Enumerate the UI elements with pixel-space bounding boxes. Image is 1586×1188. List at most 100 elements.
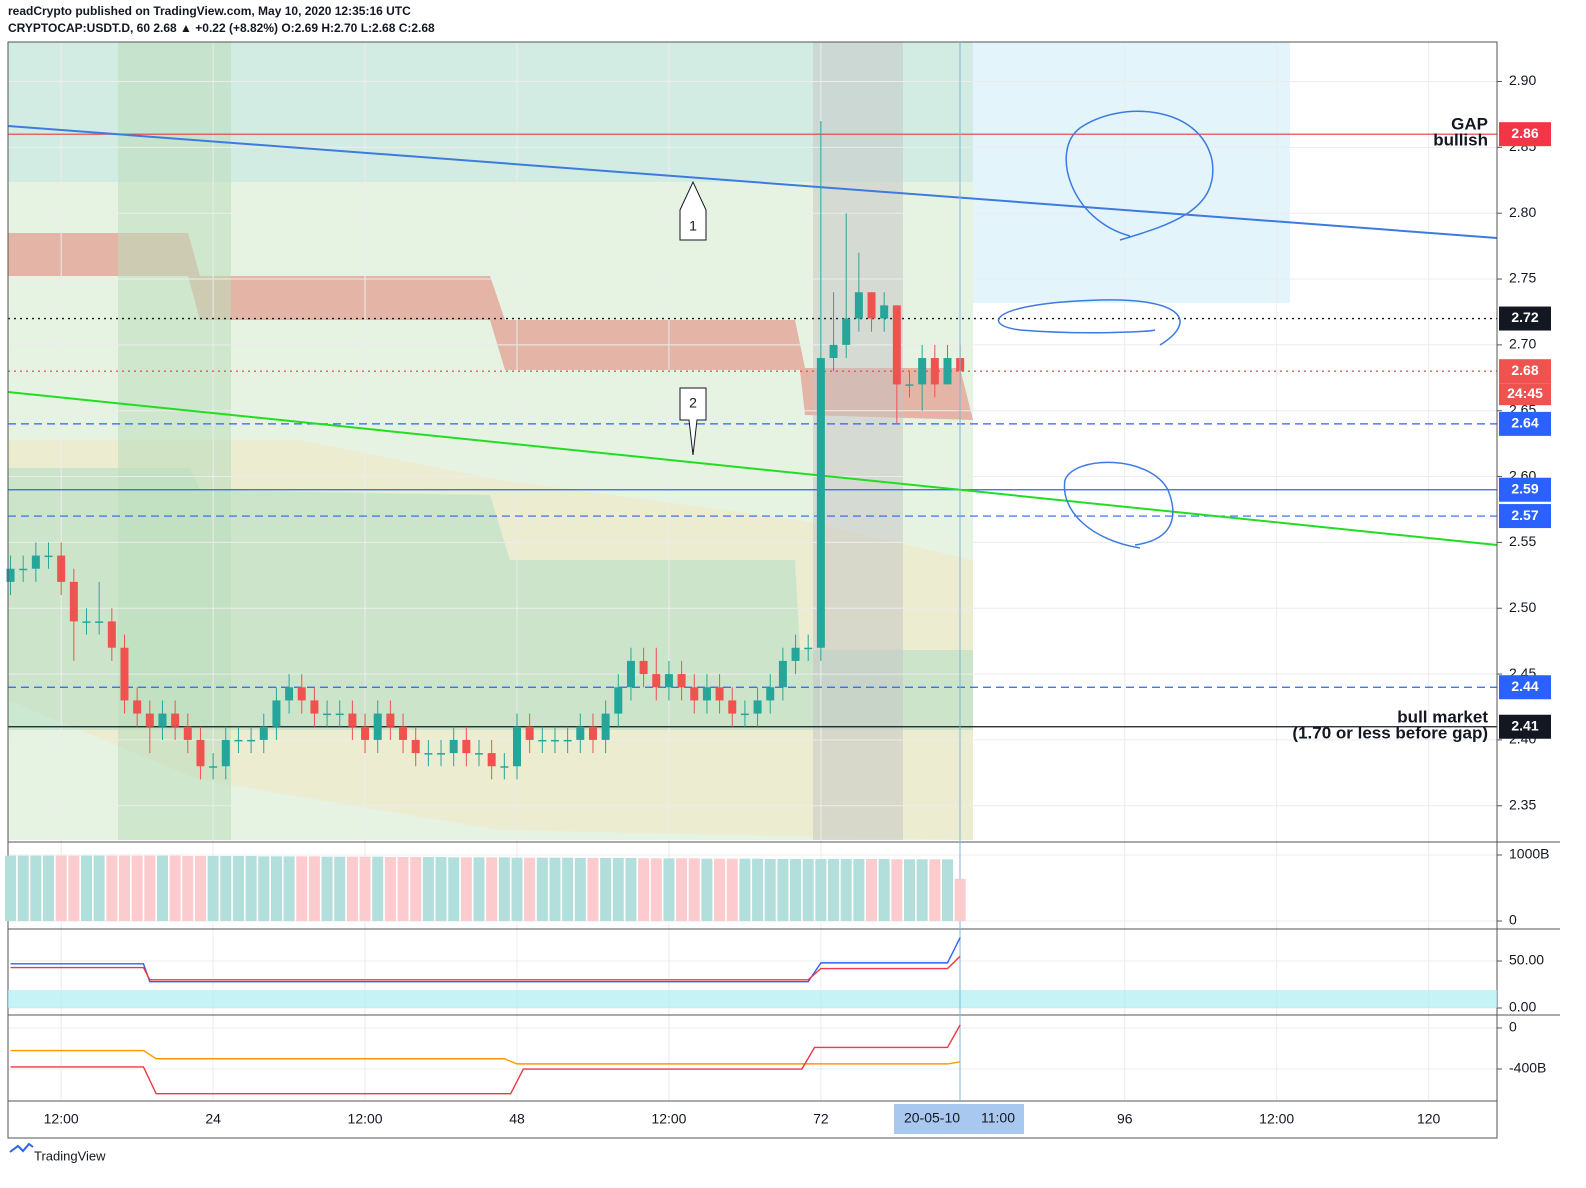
candle-body [525,726,534,740]
candle-body [221,739,230,767]
volume-bar [638,858,650,922]
candle-body [297,687,306,701]
level-label-bg [1499,675,1551,700]
y-tick-label: 2.55 [1509,533,1536,549]
candle-body [209,766,218,768]
candle-body [120,647,129,701]
volume-bar [663,858,675,922]
candle-body [804,647,813,650]
volume-bar [232,856,244,922]
volume-bar [118,855,130,922]
volume-bar [802,858,814,922]
candle-body [323,713,332,716]
volume-bar [296,856,308,922]
volume-bar [853,858,865,922]
level-label: 2.68 [1511,362,1538,378]
volume-bar [587,857,599,922]
cloud [973,42,1290,303]
volume-bar [524,857,536,922]
candle-body [702,687,711,701]
level-label: 2.72 [1511,309,1538,325]
candle-body [677,674,686,688]
cloud [8,233,973,420]
level-label-bg [1499,477,1551,502]
drawing [1065,110,1214,241]
annotation: GAP [1451,114,1488,133]
x-tick-label: 72 [813,1111,829,1127]
candle-body [82,621,91,623]
candle-body [816,358,825,648]
volume-bar [321,856,333,922]
candle-body [171,713,180,727]
candle-body [778,660,787,688]
volume-bar [43,855,55,922]
indicator-line [10,955,961,981]
candle-body [918,358,927,385]
volume-bar [68,855,80,922]
annotation: bull market [1397,707,1488,726]
candle-body [424,753,433,755]
volume-bar [220,856,232,922]
volume-bar [270,856,282,922]
cursor-box [894,1104,1024,1134]
volume-bar [460,857,472,922]
volume-bar [536,857,548,922]
volume-bar [764,858,776,922]
callout-label: 2 [689,395,697,411]
countdown-bg [1499,383,1551,406]
candle-body [538,739,547,742]
candle-body [234,739,243,742]
candle-body [854,292,863,319]
level-label-bg [1499,504,1551,529]
indicator-line [10,1049,961,1065]
y-tick-label: 50.00 [1509,952,1544,968]
volume-bar [941,859,953,922]
volume-bar [904,859,916,922]
y-tick-label: 2.50 [1509,599,1536,615]
indicator-line [10,1024,961,1095]
candle-body [310,700,319,714]
candle-body [652,674,661,688]
candle-body [715,687,724,701]
volume-bar [828,858,840,922]
volume-bar [308,856,320,922]
volume-bar [916,859,928,922]
volume-bar [790,858,802,922]
callout [679,387,707,456]
level-label: 2.57 [1511,507,1538,523]
volume-bar [473,857,485,922]
candles [6,121,965,780]
candle-body [867,292,876,319]
candle-body [892,305,901,385]
candle-body [44,555,53,558]
y-tick-label: 2.75 [1509,270,1536,286]
annotation: bullish [1433,130,1488,149]
cursor-date: 20-05-10 [904,1110,960,1126]
candle-body [740,713,749,716]
volume-bar [625,857,637,922]
candle-body [626,660,635,688]
level-label: 2.44 [1511,678,1538,694]
level-label: 2.41 [1511,717,1538,733]
countdown: 24:45 [1507,385,1543,401]
candle-body [601,713,610,740]
candle-body [386,713,395,727]
volume-bar [574,857,586,922]
volume-bar [840,858,852,922]
volume-bar [156,855,168,922]
volume-bar [55,855,67,922]
volume-bar [372,856,384,922]
volume-bar [334,856,346,922]
volume-bar [435,856,447,922]
candle-body [563,739,572,742]
y-tick-label: 0 [1509,912,1517,928]
candle-body [550,739,559,742]
candle-body [728,700,737,714]
y-tick-label: 0.00 [1509,999,1536,1015]
candle-body [259,726,268,740]
y-tick-label: 2.35 [1509,796,1536,812]
volume-bar [30,855,42,922]
volume-bar [93,855,105,922]
candle-body [373,713,382,740]
